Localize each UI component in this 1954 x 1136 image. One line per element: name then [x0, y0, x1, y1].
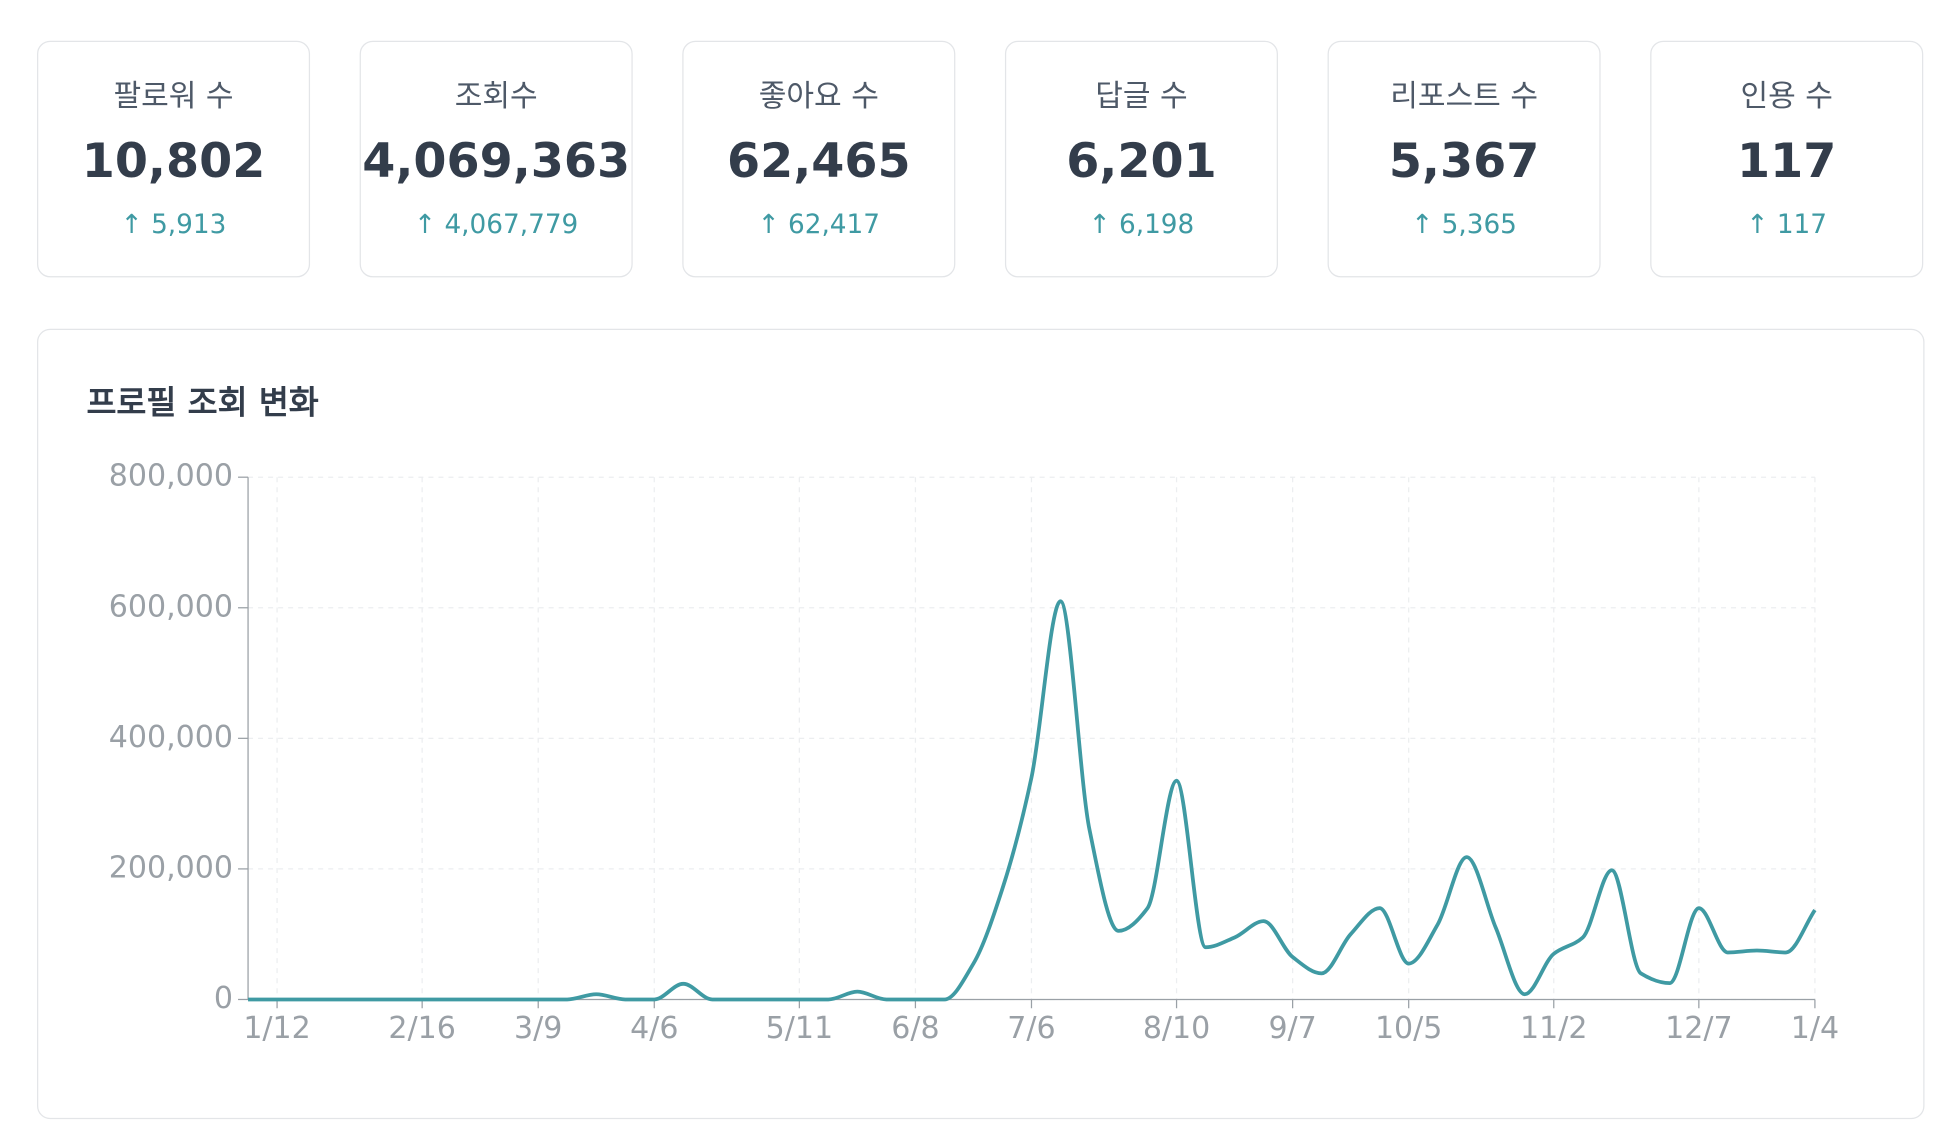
stat-label: 팔로워 수 — [113, 79, 233, 114]
x-tick-label: 3/9 — [514, 1011, 562, 1046]
x-tick-label: 5/11 — [766, 1011, 833, 1046]
chart-title: 프로필 조회 변화 — [86, 384, 318, 422]
stat-card — [1004, 40, 1278, 278]
x-tick-label: 7/6 — [1007, 1011, 1055, 1046]
stat-card — [1327, 40, 1601, 278]
stat-change: ↑ 6,198 — [1089, 210, 1195, 240]
stat-card — [359, 40, 633, 278]
stat-label: 인용 수 — [1740, 79, 1832, 114]
x-tick-label: 4/6 — [630, 1011, 678, 1046]
stat-value: 62,465 — [727, 134, 911, 189]
stat-value: 6,201 — [1066, 134, 1217, 189]
stat-value: 4,069,363 — [362, 134, 630, 189]
stat-card — [682, 40, 956, 278]
x-tick-label: 8/10 — [1143, 1011, 1210, 1046]
y-tick-label: 200,000 — [109, 850, 233, 885]
stat-label: 조회수 — [455, 79, 538, 114]
x-tick-label: 10/5 — [1375, 1011, 1442, 1046]
x-tick-label: 6/8 — [891, 1011, 939, 1046]
stat-label: 답글 수 — [1095, 79, 1187, 114]
stat-change: ↑ 117 — [1746, 210, 1827, 240]
stat-change: ↑ 5,913 — [121, 210, 227, 240]
stat-value: 5,367 — [1389, 134, 1540, 189]
stat-change: ↑ 5,365 — [1411, 210, 1517, 240]
x-tick-label: 1/12 — [243, 1011, 310, 1046]
y-tick-label: 400,000 — [109, 720, 233, 755]
y-tick-label: 600,000 — [109, 589, 233, 624]
x-tick-label: 9/7 — [1268, 1011, 1316, 1046]
y-tick-label: 0 — [214, 981, 233, 1016]
stat-label: 좋아요 수 — [759, 79, 879, 114]
stat-value: 117 — [1737, 134, 1836, 189]
x-tick-label: 12/7 — [1665, 1011, 1732, 1046]
stat-label: 리포스트 수 — [1390, 79, 1538, 114]
stat-change: ↑ 4,067,779 — [414, 210, 578, 240]
stat-change: ↑ 62,417 — [758, 210, 880, 240]
x-tick-label: 2/16 — [388, 1011, 455, 1046]
line — [248, 599, 1817, 1002]
x-tick-label: 11/2 — [1520, 1011, 1587, 1046]
stat-card — [1650, 40, 1924, 278]
x-tick-label: 1/4 — [1791, 1011, 1839, 1046]
chart-card — [37, 328, 1925, 1120]
stat-value: 10,802 — [82, 134, 266, 189]
y-tick-label: 800,000 — [109, 459, 233, 494]
stat-card — [37, 40, 311, 278]
